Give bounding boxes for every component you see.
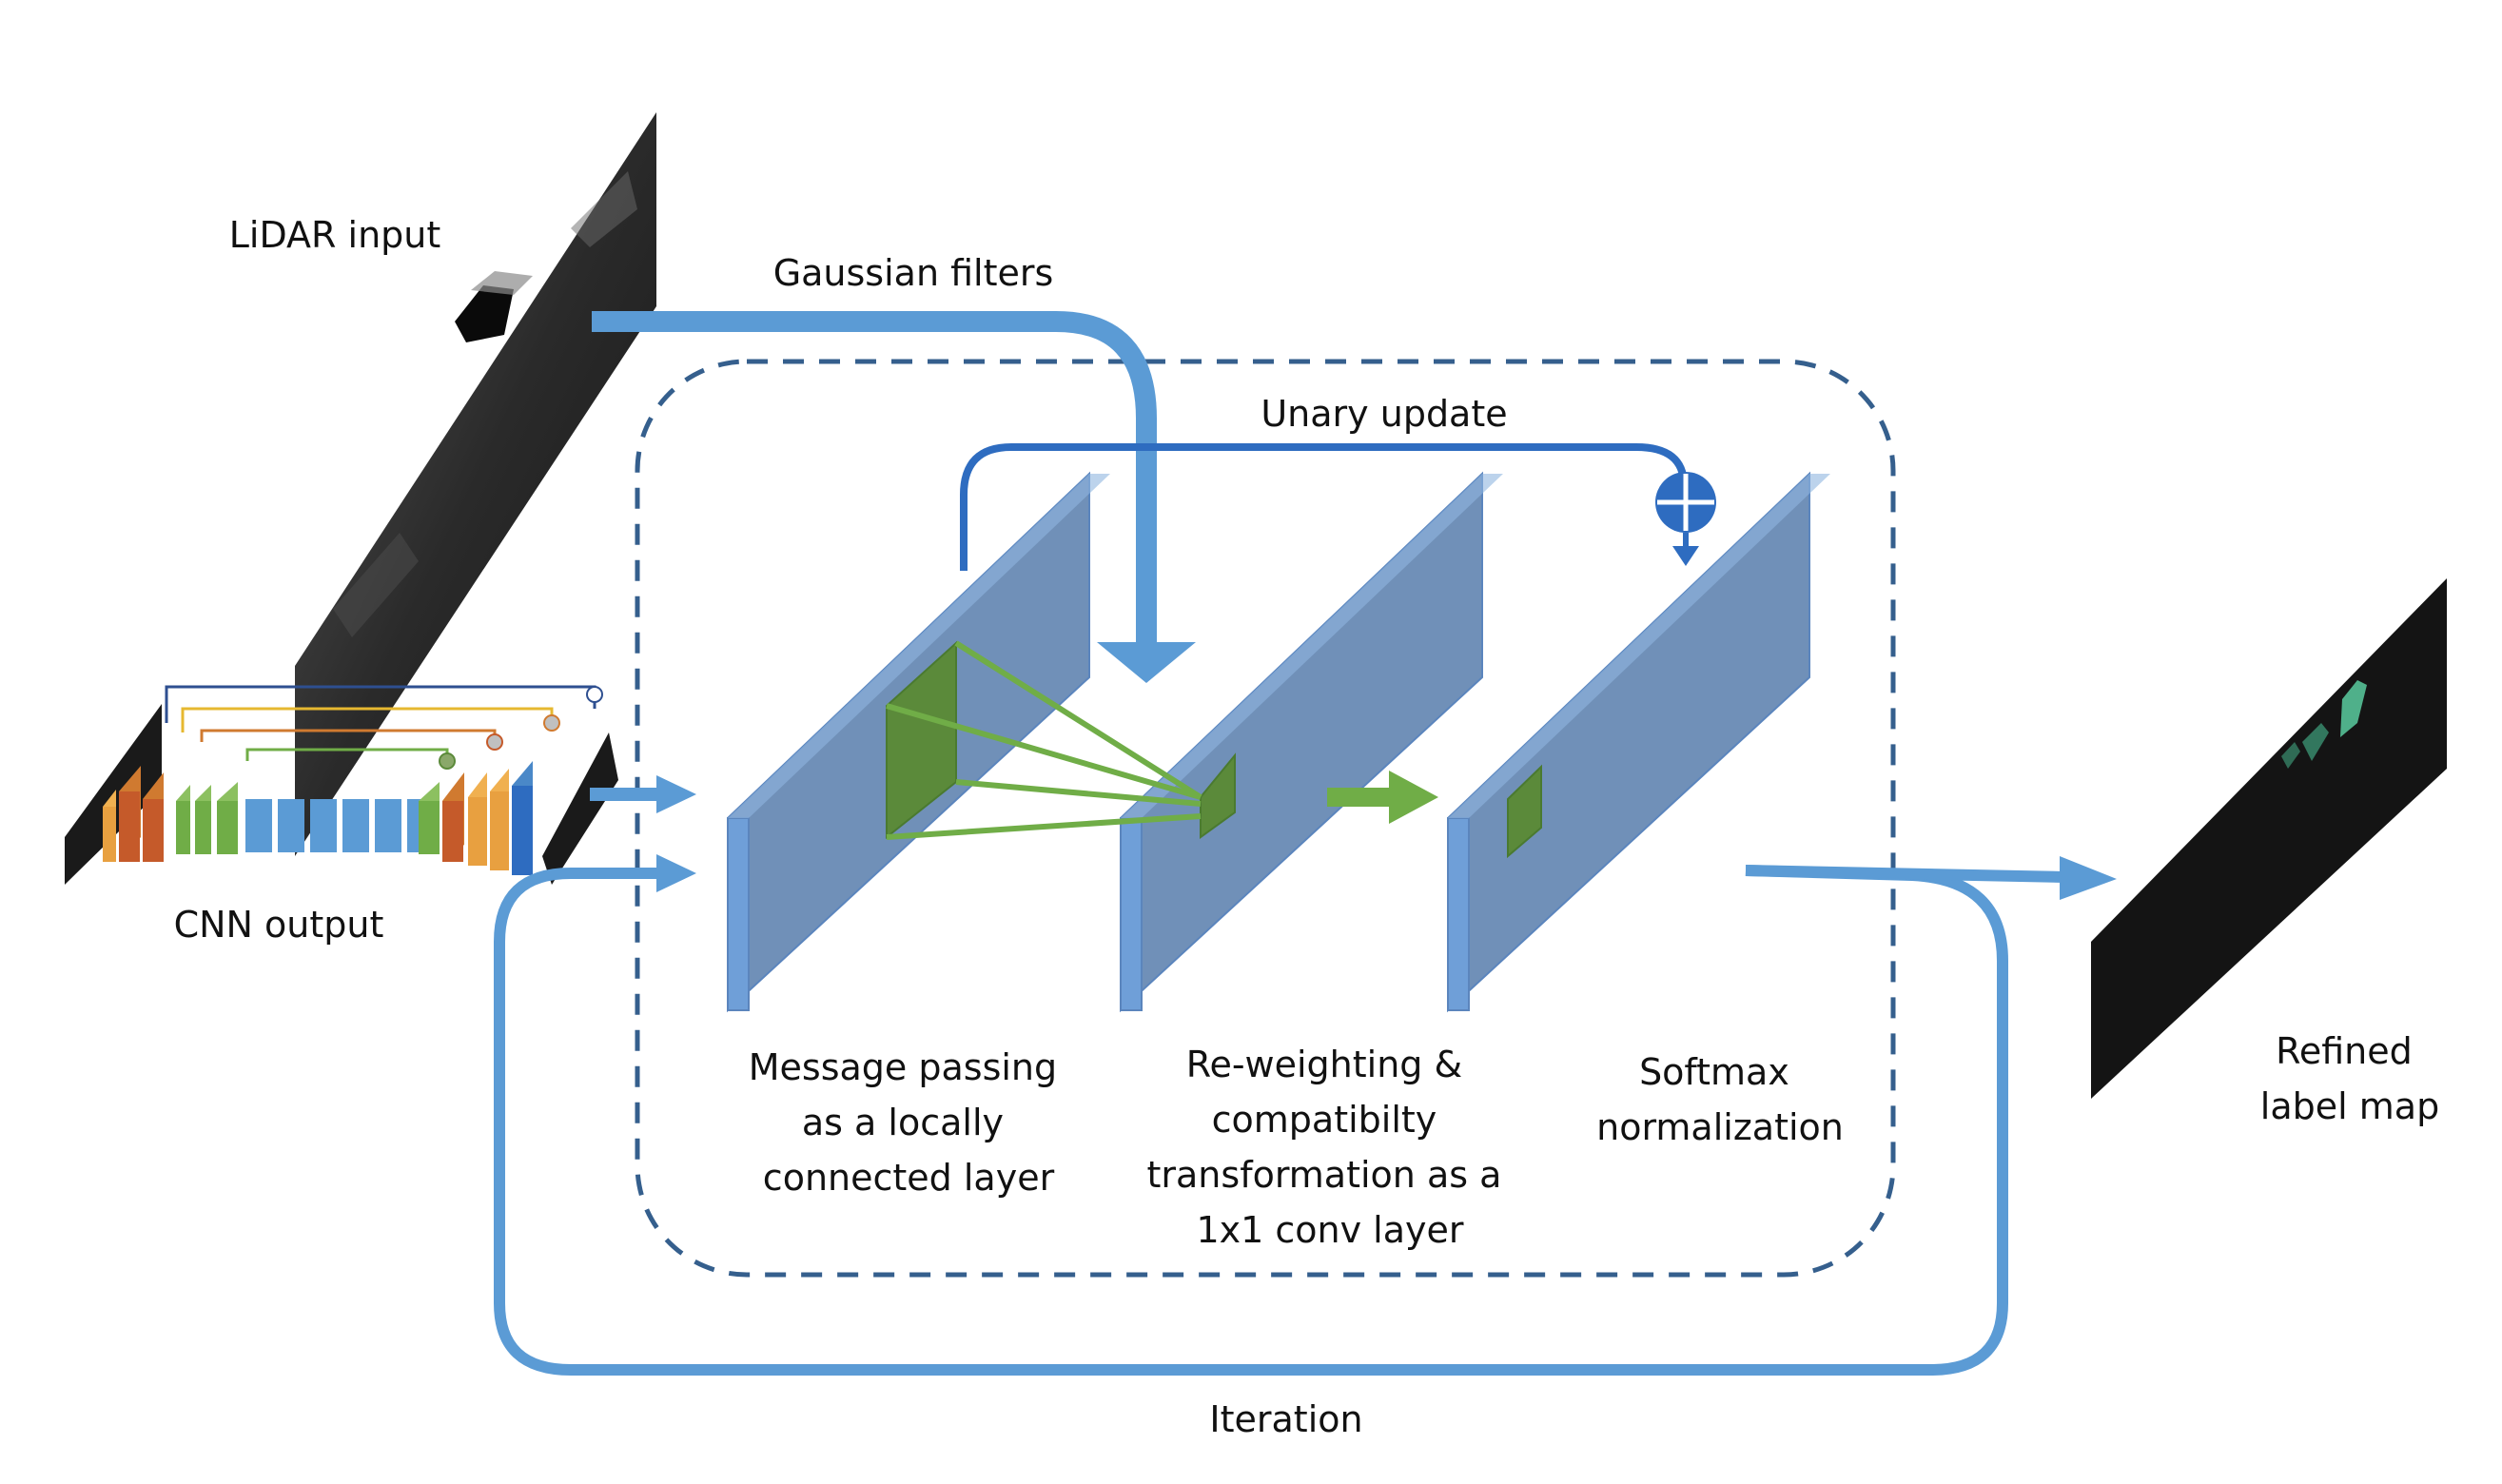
- green-arrow: [1327, 771, 1438, 824]
- gaussian-filters-label: Gaussian filters: [773, 252, 1054, 294]
- iteration-label: Iteration: [1209, 1398, 1362, 1440]
- unary-update-label: Unary update: [1261, 393, 1507, 435]
- refined-label-map-image: [2091, 578, 2447, 1099]
- iteration-loop-arrow: [494, 854, 2008, 1376]
- softmax-layer: [1447, 471, 1830, 1013]
- reweighting-layer: [1120, 471, 1503, 1013]
- refined-label-map-label: Refined label map: [2260, 1030, 2439, 1127]
- local-connection-lines: [886, 640, 1202, 840]
- softmax-label: Softmax normalization: [1596, 1051, 1844, 1148]
- cnn-output-label: CNN output: [174, 904, 384, 946]
- output-arrow: [1745, 856, 2117, 900]
- gaussian-filters-arrow: [592, 311, 1196, 683]
- crf-dashed-block: [635, 359, 1896, 1278]
- reweighting-label: Re-weighting & compatibilty transformati…: [1147, 1044, 1514, 1251]
- lidar-input-image: [295, 112, 656, 856]
- message-passing-label: Message passing as a locally connected l…: [749, 1046, 1069, 1199]
- lidar-input-label: LiDAR input: [229, 214, 441, 256]
- cnn-output-network: [65, 685, 618, 885]
- cnn-input-arrow: [590, 775, 696, 813]
- message-passing-layer: [727, 471, 1110, 1013]
- unary-update-arrow: [960, 443, 1716, 571]
